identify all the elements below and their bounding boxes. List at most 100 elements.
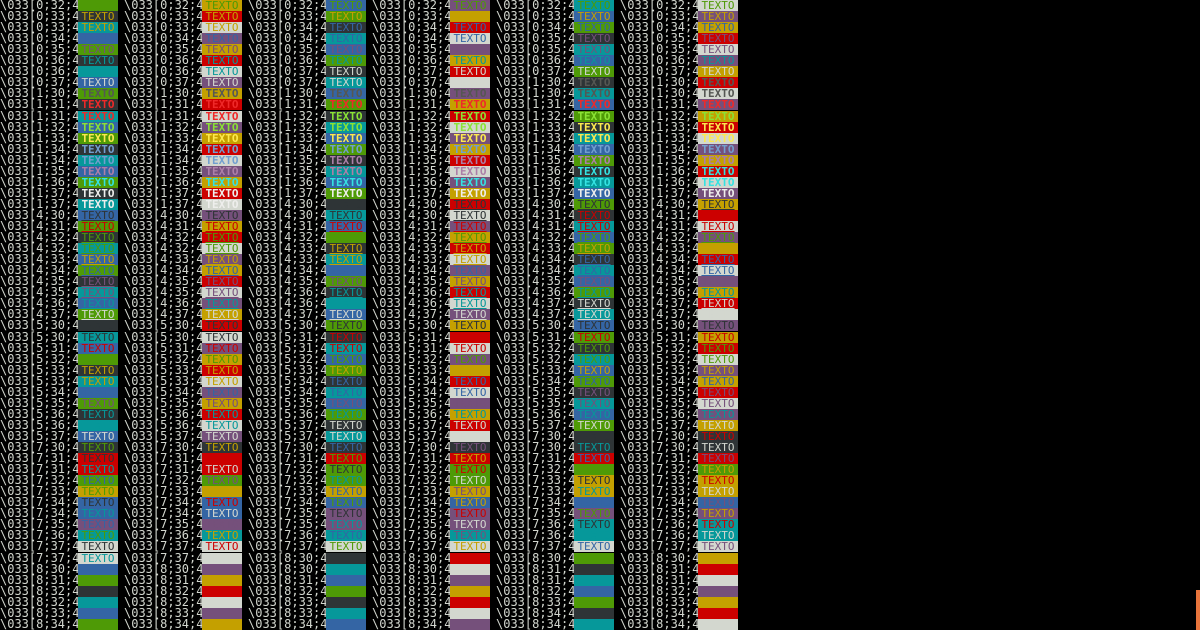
escape-code: \033[8;31;45	[372, 572, 459, 587]
color-sample: TEXTO	[326, 342, 366, 354]
color-sample: TEXTO	[574, 176, 614, 188]
escape-code: \033[7;31;47	[124, 462, 211, 477]
color-sample: TEXTO	[78, 11, 118, 23]
escape-code: \033[4;36;43	[620, 285, 707, 300]
color-sample: TEXTO	[78, 198, 118, 210]
escape-code: \033[5;34;44	[0, 384, 87, 399]
escape-code: \033[5;30;42	[248, 318, 335, 333]
color-sample: TEXTO	[78, 508, 118, 520]
escape-code: \033[5;30;47	[124, 329, 211, 344]
escape-code: \033[4;32;42	[248, 230, 335, 245]
escape-code: \033[0;34;41	[372, 20, 459, 35]
color-sample: TEXTO	[326, 33, 366, 45]
color-sample: TEXTO	[698, 464, 738, 476]
color-sample: TEXTO	[326, 331, 366, 343]
color-sample: TEXTO	[326, 497, 366, 509]
color-sample: TEXTO	[450, 508, 490, 520]
escape-code: \033[4;33;43	[620, 241, 707, 256]
color-sample: TEXTO	[202, 44, 242, 56]
color-sample: TEXTO	[326, 221, 366, 232]
color-sample: TEXTO	[574, 541, 614, 553]
color-sample: TEXTO	[202, 22, 242, 34]
escape-code: \033[5;34;47	[372, 384, 459, 399]
escape-code: \033[5;33;43	[372, 362, 459, 377]
escape-code: \033[5;35;45	[372, 395, 459, 410]
escape-code: \033[4;34;45	[372, 263, 459, 278]
color-sample	[326, 563, 366, 575]
escape-code: \033[1;37;45	[620, 185, 707, 200]
escape-code: \033[0;33;47	[124, 20, 211, 35]
escape-code: \033[0;37;46	[248, 75, 335, 90]
color-sample: TEXTO	[202, 342, 242, 354]
escape-code: \033[7;37;47	[124, 550, 211, 565]
color-sample: TEXTO	[698, 265, 738, 277]
color-sample	[574, 552, 614, 564]
escape-code: \033[4;33;40	[248, 241, 335, 256]
escape-code: \033[4;33;45	[124, 252, 211, 267]
color-sample: TEXTO	[450, 187, 490, 199]
escape-code: \033[8;30;46	[248, 561, 335, 576]
escape-code: \033[5;34;42	[496, 373, 583, 388]
color-sample: TEXTO	[202, 320, 242, 332]
color-sample: TEXTO	[574, 198, 614, 210]
color-sample: TEXTO	[202, 442, 242, 453]
escape-code: \033[7;33;44	[248, 484, 335, 499]
escape-code: \033[4;37;43	[124, 307, 211, 322]
color-sample: TEXTO	[326, 287, 366, 299]
color-sample: TEXTO	[450, 121, 490, 133]
color-sample: TEXTO	[326, 276, 366, 288]
color-sample: TEXTO	[78, 419, 118, 431]
escape-code: \033[1;30;43	[124, 86, 211, 101]
color-sample: TEXTO	[574, 187, 614, 199]
escape-code: \033[7;35;46	[248, 517, 335, 532]
color-sample: TEXTO	[574, 287, 614, 299]
escape-code: \033[5;36;42	[248, 406, 335, 421]
color-sample: TEXTO	[326, 209, 366, 221]
escape-code: \033[4;37;46	[496, 307, 583, 322]
escape-code: \033[0;34;44	[0, 31, 87, 46]
color-sample: TEXTO	[698, 364, 738, 376]
escape-code: \033[5;33;42	[248, 362, 335, 377]
escape-code: \033[5;36;44	[496, 406, 583, 421]
escape-code: \033[7;30;43	[124, 440, 211, 454]
color-sample: TEXTO	[450, 309, 490, 321]
color-sample	[450, 585, 490, 597]
color-sample: TEXTO	[450, 497, 490, 509]
escape-code: \033[7;35;40	[248, 506, 335, 521]
escape-code: \033[7;37;45	[620, 539, 707, 554]
escape-code: \033[7;36;47	[620, 528, 707, 543]
color-sample: TEXTO	[574, 99, 614, 111]
escape-code: \033[7;31;42	[248, 451, 335, 466]
escape-code: \033[8;33;43	[620, 594, 707, 609]
escape-code: \033[5;33;47	[124, 373, 211, 388]
escape-code: \033[1;36;41	[620, 163, 707, 178]
escape-code: \033[4;30;42	[496, 196, 583, 211]
color-sample: TEXTO	[698, 55, 738, 67]
color-sample: TEXTO	[574, 430, 614, 442]
escape-code: \033[7;37;44	[496, 539, 583, 554]
color-sample: TEXTO	[450, 66, 490, 78]
escape-code: \033[8;32;46	[0, 594, 87, 609]
escape-code: \033[8;30;43	[620, 550, 707, 565]
escape-code: \033[1;33;46	[496, 130, 583, 145]
color-sample: TEXTO	[78, 497, 118, 509]
color-sample	[202, 563, 242, 575]
color-sample	[450, 607, 490, 619]
escape-code: \033[5;32;40	[496, 340, 583, 355]
escape-code: \033[0;35;40	[496, 31, 583, 46]
escape-code: \033[7;31;40	[0, 451, 87, 466]
escape-code: \033[5;30;45	[620, 318, 707, 333]
color-sample: TEXTO	[698, 287, 738, 299]
color-sample: TEXTO	[78, 44, 118, 56]
escape-code: \033[5;31;45	[124, 340, 211, 355]
color-sample: TEXTO	[326, 254, 366, 266]
color-sample: TEXTO	[698, 508, 738, 520]
color-sample: TEXTO	[202, 221, 242, 232]
escape-code: \033[7;33;46	[496, 484, 583, 499]
color-sample: TEXTO	[698, 475, 738, 487]
color-sample: TEXTO	[326, 88, 366, 100]
escape-code: \033[7;35;42	[496, 506, 583, 521]
escape-code: \033[0;35;41	[620, 31, 707, 46]
escape-code: \033[4;33;42	[496, 241, 583, 256]
